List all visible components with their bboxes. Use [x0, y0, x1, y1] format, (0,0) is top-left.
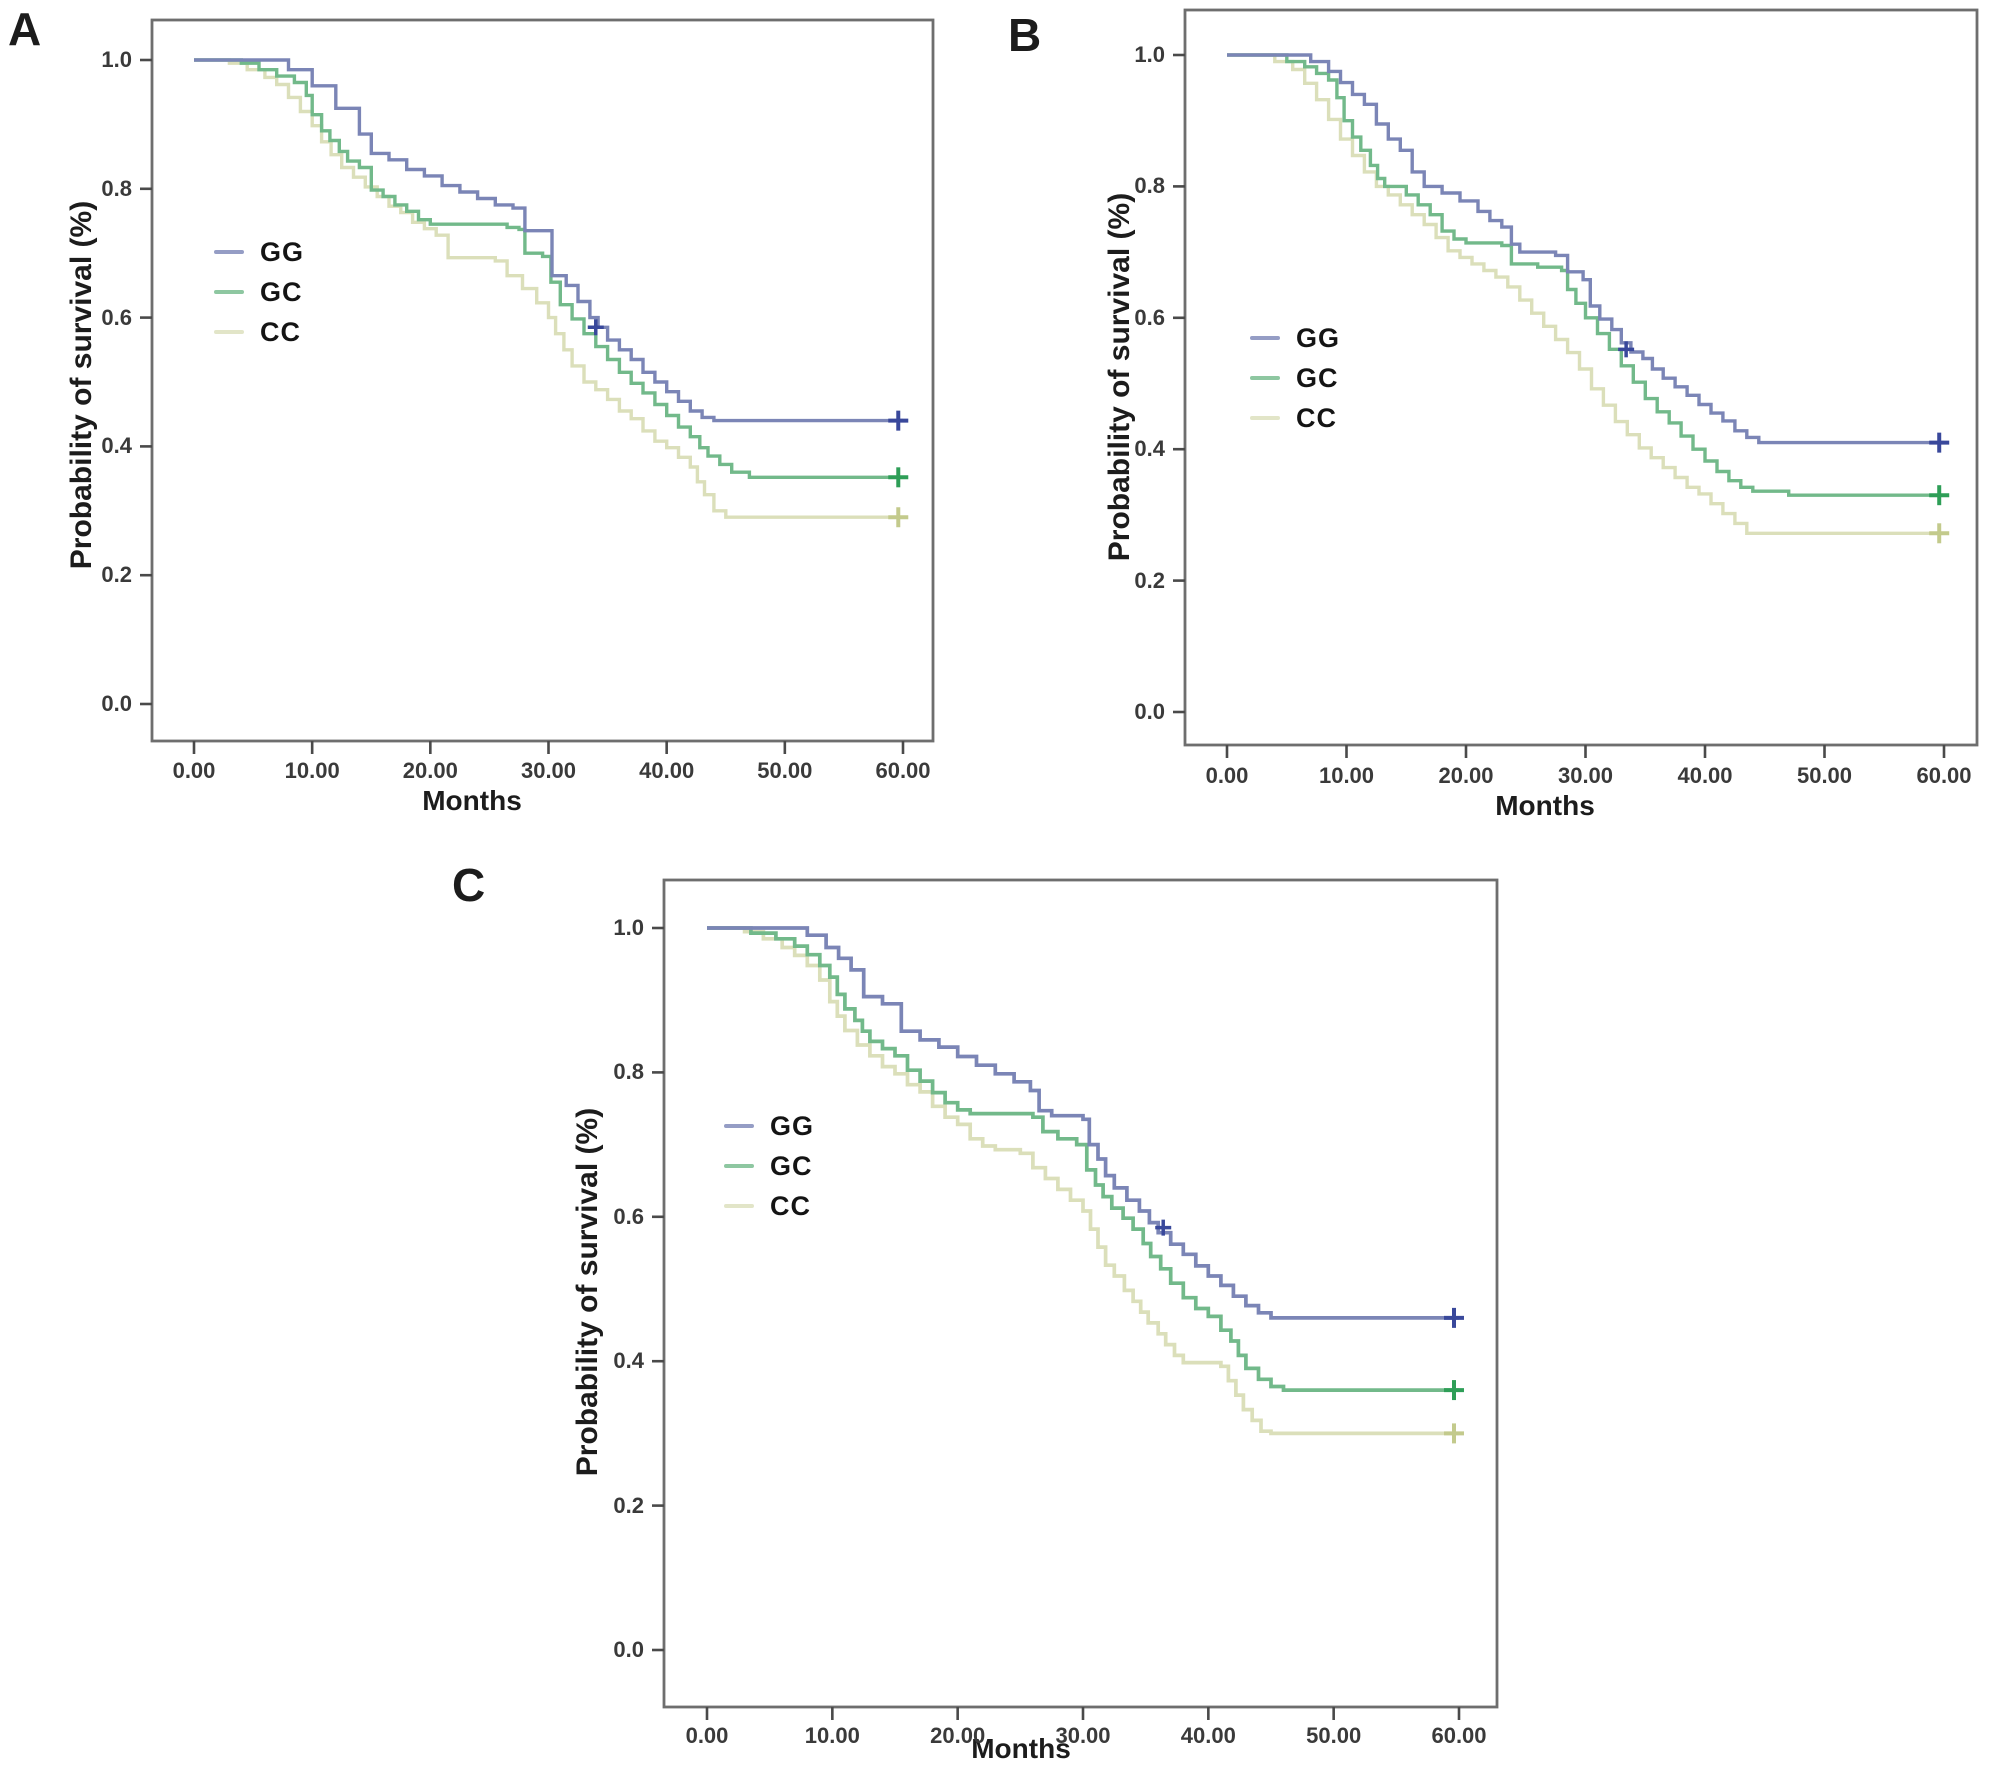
legend-marker-gc	[724, 1164, 754, 1168]
x-tick-label: 20.00	[930, 1723, 986, 1748]
axis-frame	[150, 18, 935, 743]
y-tick-label: 0.8	[1134, 173, 1165, 199]
legend: GG GC CC	[1250, 318, 1340, 438]
survival-curve-gg	[707, 926, 1459, 1320]
y-tick-label: 1.0	[1134, 42, 1165, 67]
survival-curve-cc	[194, 58, 903, 519]
legend-item-cc: CC	[724, 1186, 814, 1226]
legend-marker-cc	[724, 1204, 754, 1208]
legend-item-gg: GG	[724, 1106, 814, 1146]
legend-marker-gg	[1250, 336, 1280, 340]
legend-label-gg: GG	[260, 236, 305, 267]
x-tick-label: 0.00	[172, 758, 216, 783]
y-tick-label: 1.0	[101, 47, 132, 72]
y-tick-label: 1.0	[613, 915, 644, 940]
y-tick-label: 0.4	[1134, 436, 1165, 462]
x-tick-label: 0.00	[1205, 763, 1249, 788]
y-tick-label: 0.8	[101, 175, 132, 201]
legend-item-cc: CC	[1250, 398, 1340, 438]
survival-curve-gc	[707, 926, 1459, 1392]
legend-marker-gc	[214, 290, 244, 294]
axis-frame	[662, 878, 1499, 1709]
y-tick-label: 0.2	[613, 1492, 644, 1518]
x-tick-label: 10.00	[284, 758, 340, 783]
x-tick-label: 10.00	[1318, 763, 1375, 788]
legend-label-cc: CC	[260, 316, 301, 347]
panel-a-label: A	[8, 3, 42, 55]
legend-label-cc: CC	[1296, 402, 1337, 433]
x-tick-label: 0.00	[685, 1723, 729, 1748]
y-tick-label: 0.2	[101, 562, 132, 588]
panel-b-label: B	[1008, 9, 1042, 61]
x-tick-label: 60.00	[875, 758, 931, 783]
axis-frame	[1183, 8, 1979, 747]
y-tick-label: 0.0	[613, 1637, 644, 1662]
y-tick-label: 0.0	[101, 691, 132, 716]
legend-item-gc: GC	[214, 272, 304, 312]
y-axis-title: Probability of survival (%)	[65, 200, 98, 570]
x-tick-label: 20.00	[1438, 763, 1494, 788]
legend-label-gc: GC	[1296, 362, 1339, 393]
legend-marker-gg	[214, 250, 244, 254]
legend-marker-cc	[1250, 416, 1280, 420]
x-tick-label: 40.00	[1677, 763, 1733, 788]
x-tick-label: 40.00	[639, 758, 695, 783]
x-tick-label: 60.00	[1916, 763, 1972, 788]
x-tick-label: 30.00	[1557, 763, 1614, 788]
x-axis-title: Months	[422, 785, 522, 816]
x-axis-title: Months	[971, 1733, 1071, 1764]
y-tick-label: 0.8	[613, 1059, 644, 1085]
x-tick-label: 30.00	[1055, 1723, 1111, 1748]
y-tick-label: 0.6	[613, 1203, 644, 1229]
x-tick-label: 30.00	[520, 758, 577, 783]
survival-curve-gg	[194, 58, 903, 423]
x-tick-label: 10.00	[804, 1723, 860, 1748]
legend-label-cc: CC	[770, 1190, 811, 1221]
y-tick-label: 0.6	[101, 304, 132, 330]
x-tick-label: 50.00	[1796, 763, 1853, 788]
legend-label-gg: GG	[770, 1110, 815, 1141]
survival-curve-cc	[1227, 53, 1944, 535]
legend-item-gc: GC	[1250, 358, 1340, 398]
x-axis-title: Months	[1495, 790, 1595, 821]
x-tick-label: 50.00	[757, 758, 813, 783]
legend: GG GC CC	[724, 1106, 814, 1226]
y-tick-label: 0.0	[1134, 699, 1165, 724]
legend-marker-cc	[214, 330, 244, 334]
y-tick-label: 0.4	[613, 1348, 644, 1374]
y-tick-label: 0.4	[101, 433, 132, 459]
survival-curve-gc	[194, 58, 903, 479]
legend-marker-gg	[724, 1124, 754, 1128]
legend: GG GC CC	[214, 232, 304, 352]
y-axis-title: Probability of survival (%)	[571, 1107, 604, 1477]
legend-item-gg: GG	[214, 232, 304, 272]
x-tick-label: 60.00	[1431, 1723, 1487, 1748]
survival-curve-gg	[1227, 53, 1944, 445]
legend-item-cc: CC	[214, 312, 304, 352]
y-tick-label: 0.6	[1134, 304, 1165, 330]
x-tick-label: 40.00	[1180, 1723, 1236, 1748]
legend-marker-gc	[1250, 376, 1280, 380]
legend-item-gc: GC	[724, 1146, 814, 1186]
y-axis-title: Probability of survival (%)	[1103, 192, 1136, 562]
x-tick-label: 20.00	[402, 758, 458, 783]
legend-label-gc: GC	[770, 1150, 813, 1181]
y-tick-label: 0.2	[1134, 567, 1165, 593]
legend-item-gg: GG	[1250, 318, 1340, 358]
legend-label-gg: GG	[1296, 322, 1341, 353]
survival-curve-cc	[707, 926, 1459, 1436]
legend-label-gc: GC	[260, 276, 303, 307]
panel-c-label: C	[452, 859, 486, 911]
x-tick-label: 50.00	[1306, 1723, 1362, 1748]
survival-curve-gc	[1227, 53, 1944, 497]
